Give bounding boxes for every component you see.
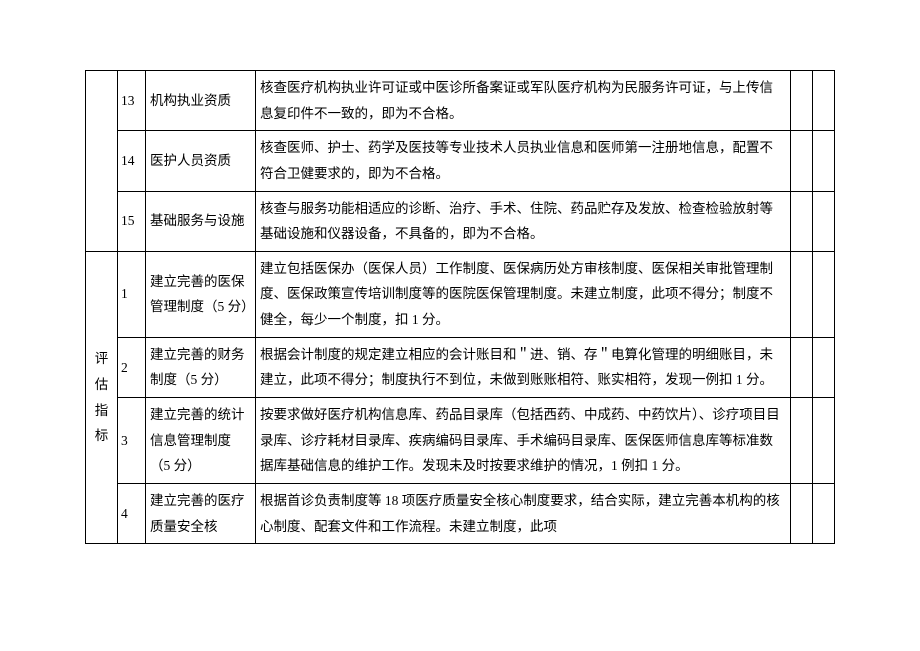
row-num: 1 — [118, 251, 146, 337]
evaluation-table: 13 机构执业资质 核查医疗机构执业许可证或中医诊所备案证或军队医疗机构为民服务… — [85, 70, 835, 544]
row-desc: 根据首诊负责制度等 18 项医疗质量安全核心制度要求，结合实际，建立完善本机构的… — [256, 483, 791, 543]
empty-cell — [813, 71, 835, 131]
row-num: 4 — [118, 483, 146, 543]
row-num: 15 — [118, 191, 146, 251]
empty-cell — [791, 191, 813, 251]
empty-cell — [813, 337, 835, 397]
category-cell-top — [86, 71, 118, 252]
empty-cell — [791, 131, 813, 191]
row-name: 建立完善的财务制度（5 分） — [146, 337, 256, 397]
row-desc: 核查与服务功能相适应的诊断、治疗、手术、住院、药品贮存及发放、检查检验放射等基础… — [256, 191, 791, 251]
row-desc: 建立包括医保办（医保人员）工作制度、医保病历处方审核制度、医保相关审批管理制度、… — [256, 251, 791, 337]
empty-cell — [813, 398, 835, 484]
row-desc: 核查医疗机构执业许可证或中医诊所备案证或军队医疗机构为民服务许可证，与上传信息复… — [256, 71, 791, 131]
table-row: 3 建立完善的统计信息管理制度（5 分） 按要求做好医疗机构信息库、药品目录库（… — [86, 398, 835, 484]
row-desc: 核查医师、护士、药学及医技等专业技术人员执业信息和医师第一注册地信息，配置不符合… — [256, 131, 791, 191]
empty-cell — [791, 251, 813, 337]
table-row: 14 医护人员资质 核查医师、护士、药学及医技等专业技术人员执业信息和医师第一注… — [86, 131, 835, 191]
row-desc: 按要求做好医疗机构信息库、药品目录库（包括西药、中成药、中药饮片）、诊疗项目目录… — [256, 398, 791, 484]
category-cell-bottom: 评估指标 — [86, 251, 118, 543]
row-name: 基础服务与设施 — [146, 191, 256, 251]
row-desc: 根据会计制度的规定建立相应的会计账目和＂进、销、存＂电算化管理的明细账目，未建立… — [256, 337, 791, 397]
table-row: 15 基础服务与设施 核查与服务功能相适应的诊断、治疗、手术、住院、药品贮存及发… — [86, 191, 835, 251]
empty-cell — [791, 483, 813, 543]
table-row: 评估指标 1 建立完善的医保管理制度（5 分） 建立包括医保办（医保人员）工作制… — [86, 251, 835, 337]
row-name: 医护人员资质 — [146, 131, 256, 191]
table-row: 2 建立完善的财务制度（5 分） 根据会计制度的规定建立相应的会计账目和＂进、销… — [86, 337, 835, 397]
empty-cell — [813, 131, 835, 191]
row-name: 建立完善的医保管理制度（5 分） — [146, 251, 256, 337]
empty-cell — [791, 337, 813, 397]
empty-cell — [813, 483, 835, 543]
row-num: 3 — [118, 398, 146, 484]
row-num: 13 — [118, 71, 146, 131]
table-row: 13 机构执业资质 核查医疗机构执业许可证或中医诊所备案证或军队医疗机构为民服务… — [86, 71, 835, 131]
row-name: 机构执业资质 — [146, 71, 256, 131]
empty-cell — [813, 191, 835, 251]
empty-cell — [813, 251, 835, 337]
empty-cell — [791, 398, 813, 484]
empty-cell — [791, 71, 813, 131]
table-row: 4 建立完善的医疗质量安全核 根据首诊负责制度等 18 项医疗质量安全核心制度要… — [86, 483, 835, 543]
row-num: 14 — [118, 131, 146, 191]
row-name: 建立完善的统计信息管理制度（5 分） — [146, 398, 256, 484]
row-num: 2 — [118, 337, 146, 397]
row-name: 建立完善的医疗质量安全核 — [146, 483, 256, 543]
